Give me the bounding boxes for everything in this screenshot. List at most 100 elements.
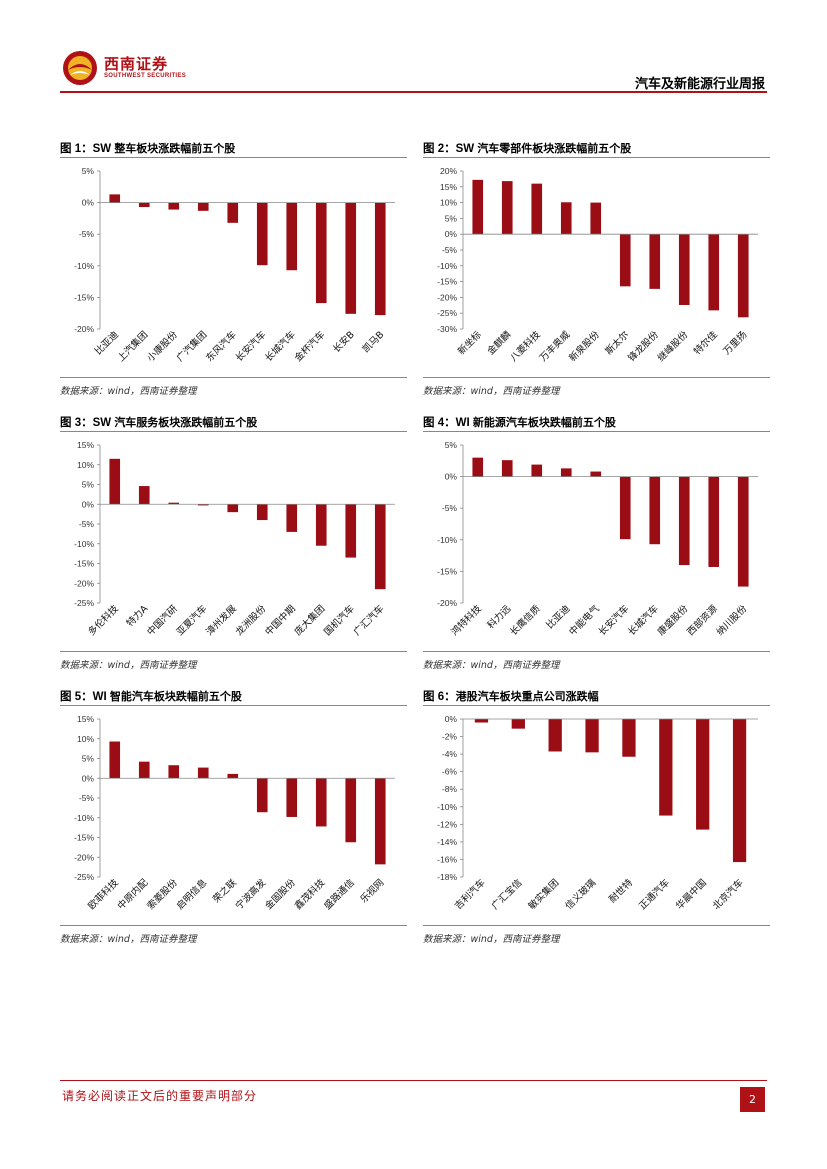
x-category-label: 中原内配: [115, 876, 151, 912]
y-tick-label: -4%: [442, 749, 458, 759]
chart-title-text: 港股汽车板块重点公司涨跌幅: [455, 690, 599, 703]
bar: [732, 719, 747, 863]
chart-bottom-rule: [423, 377, 770, 378]
y-tick-label: -15%: [74, 833, 94, 843]
bar: [619, 234, 631, 287]
chart-title-text: 汽车服务板块涨跌幅前五个股: [114, 416, 258, 429]
bar: [286, 778, 298, 817]
y-tick-label: -10%: [437, 261, 457, 271]
x-category-label: 斯太尔: [603, 328, 632, 357]
bar: [256, 504, 268, 521]
bar: [659, 719, 673, 816]
bar: [286, 504, 298, 532]
x-category-label: 龙洲股份: [233, 602, 269, 638]
x-category-label: 漳州发展: [204, 602, 240, 638]
y-tick-label: 0%: [82, 499, 95, 509]
bar: [619, 476, 631, 540]
chart-bottom-rule: [60, 925, 407, 926]
y-tick-label: -5%: [79, 229, 95, 239]
x-category-label: 中国汽研: [145, 602, 181, 638]
x-category-label: 中国中期: [263, 603, 298, 638]
y-tick-label: -10%: [74, 261, 94, 271]
y-tick-label: -20%: [437, 598, 457, 608]
y-tick-label: -20%: [74, 578, 94, 588]
x-category-label: 鑫茂科技: [292, 876, 328, 912]
chart-title: 图 1：SW 整车板块涨跌幅前五个股: [60, 140, 407, 158]
chart-title-text: 智能汽车板块跌幅前五个股: [109, 690, 242, 703]
header-divider: [60, 91, 767, 93]
title-rule: [60, 705, 407, 706]
x-category-label: 西部资源: [685, 602, 721, 638]
y-tick-label: -10%: [74, 539, 94, 549]
x-category-label: 纳川股份: [714, 602, 750, 638]
chart-title: 图 6：港股汽车板块重点公司涨跌幅: [423, 688, 770, 706]
chart-panel-6: 图 6：港股汽车板块重点公司涨跌幅 0% -2% -4% -6% -8% -10% -12%…: [423, 688, 770, 945]
bar: [197, 767, 209, 779]
chart-bottom-rule: [60, 377, 407, 378]
x-category-label: 长安B: [330, 329, 357, 356]
y-tick-label: 5%: [82, 754, 95, 764]
x-category-label: 乐视网: [358, 877, 387, 906]
y-tick-label: 20%: [440, 166, 457, 176]
data-source: 数据来源：wind，西南证券整理: [60, 934, 197, 945]
data-source: 数据来源：wind，西南证券整理: [423, 386, 560, 397]
y-tick-label: 0%: [82, 773, 95, 783]
bar: [501, 460, 513, 477]
chart-title: 图 4：WI 新能源汽车板块跌幅前五个股: [423, 414, 770, 432]
x-category-label: 万丰奥威: [537, 328, 573, 364]
bar: [374, 778, 386, 865]
bar: [197, 504, 209, 506]
bar: [678, 234, 690, 305]
y-tick-label: 5%: [82, 480, 95, 490]
bar: [315, 202, 327, 304]
x-category-label: 荣之联: [210, 876, 239, 905]
x-category-label: 金麒麟: [485, 328, 514, 357]
y-tick-label: 5%: [445, 440, 458, 450]
bar: [560, 468, 572, 477]
y-tick-label: -25%: [437, 308, 457, 318]
x-category-label: 金固股份: [263, 876, 299, 912]
title-rule: [423, 431, 770, 432]
x-category-label: 新泉股份: [567, 328, 603, 364]
y-tick-label: 10%: [77, 460, 94, 470]
y-tick-label: 0%: [445, 229, 458, 239]
bar: [315, 778, 327, 827]
bar: [622, 719, 636, 757]
y-tick-label: -6%: [442, 767, 458, 777]
x-category-label: 正通汽车: [637, 877, 672, 912]
y-tick-label: 5%: [82, 166, 95, 176]
x-category-label: 庞大集团: [292, 603, 327, 638]
x-category-label: 上汽集团: [115, 329, 150, 364]
bar: [472, 457, 484, 477]
bar: [227, 773, 239, 779]
footer-divider: [60, 1080, 767, 1081]
bar: [737, 476, 749, 587]
bar-chart: 15%10%5%0%-5%-10%-15%-20%-25%多伦科技 特力A中国汽研…: [74, 440, 395, 638]
x-category-label: 万里扬: [721, 329, 750, 358]
disclaimer-note: 请务必阅读正文后的重要声明部分: [62, 1089, 258, 1103]
y-tick-label: -5%: [79, 519, 95, 529]
bar-chart: 0% -2% -4% -6% -8% -10% -12% -14% -16% -18%吉利汽车 广汇…: [437, 714, 758, 912]
chart-panel-4: 图 4：WI 新能源汽车板块跌幅前五个股 5% 0% -5% -10% -15% -20%…: [423, 414, 770, 671]
brand-name-cn: 西南证券: [104, 55, 169, 73]
bar: [109, 741, 121, 779]
y-tick-label: -5%: [79, 793, 95, 803]
x-category-label: 长鹰信质: [508, 602, 544, 638]
bar: [649, 476, 661, 545]
x-category-label: 启明信息: [174, 877, 209, 912]
x-category-label: 长城汽车: [263, 329, 298, 364]
x-category-label: 广汇汽车: [351, 603, 386, 638]
y-tick-label: 5%: [445, 213, 458, 223]
bar-chart: 15%10%5%0%-5%-10%-15%-20%-25%欧菲科技中原内配索菱股…: [74, 714, 395, 912]
data-source: 数据来源：wind，西南证券整理: [423, 934, 560, 945]
y-tick-label: 0%: [445, 472, 458, 482]
x-category-label: 中能电气: [567, 602, 603, 638]
x-category-label: 康盛股份: [655, 602, 691, 638]
chart-title-prefix: 图 3：SW: [60, 417, 115, 429]
y-tick-label: -16%: [437, 854, 457, 864]
bar: [168, 502, 180, 505]
y-tick-label: -14%: [437, 837, 457, 847]
title-rule: [60, 431, 407, 432]
bar: [678, 476, 690, 566]
brand-name-en: SOUTHWEST SECURITIES: [104, 73, 187, 79]
